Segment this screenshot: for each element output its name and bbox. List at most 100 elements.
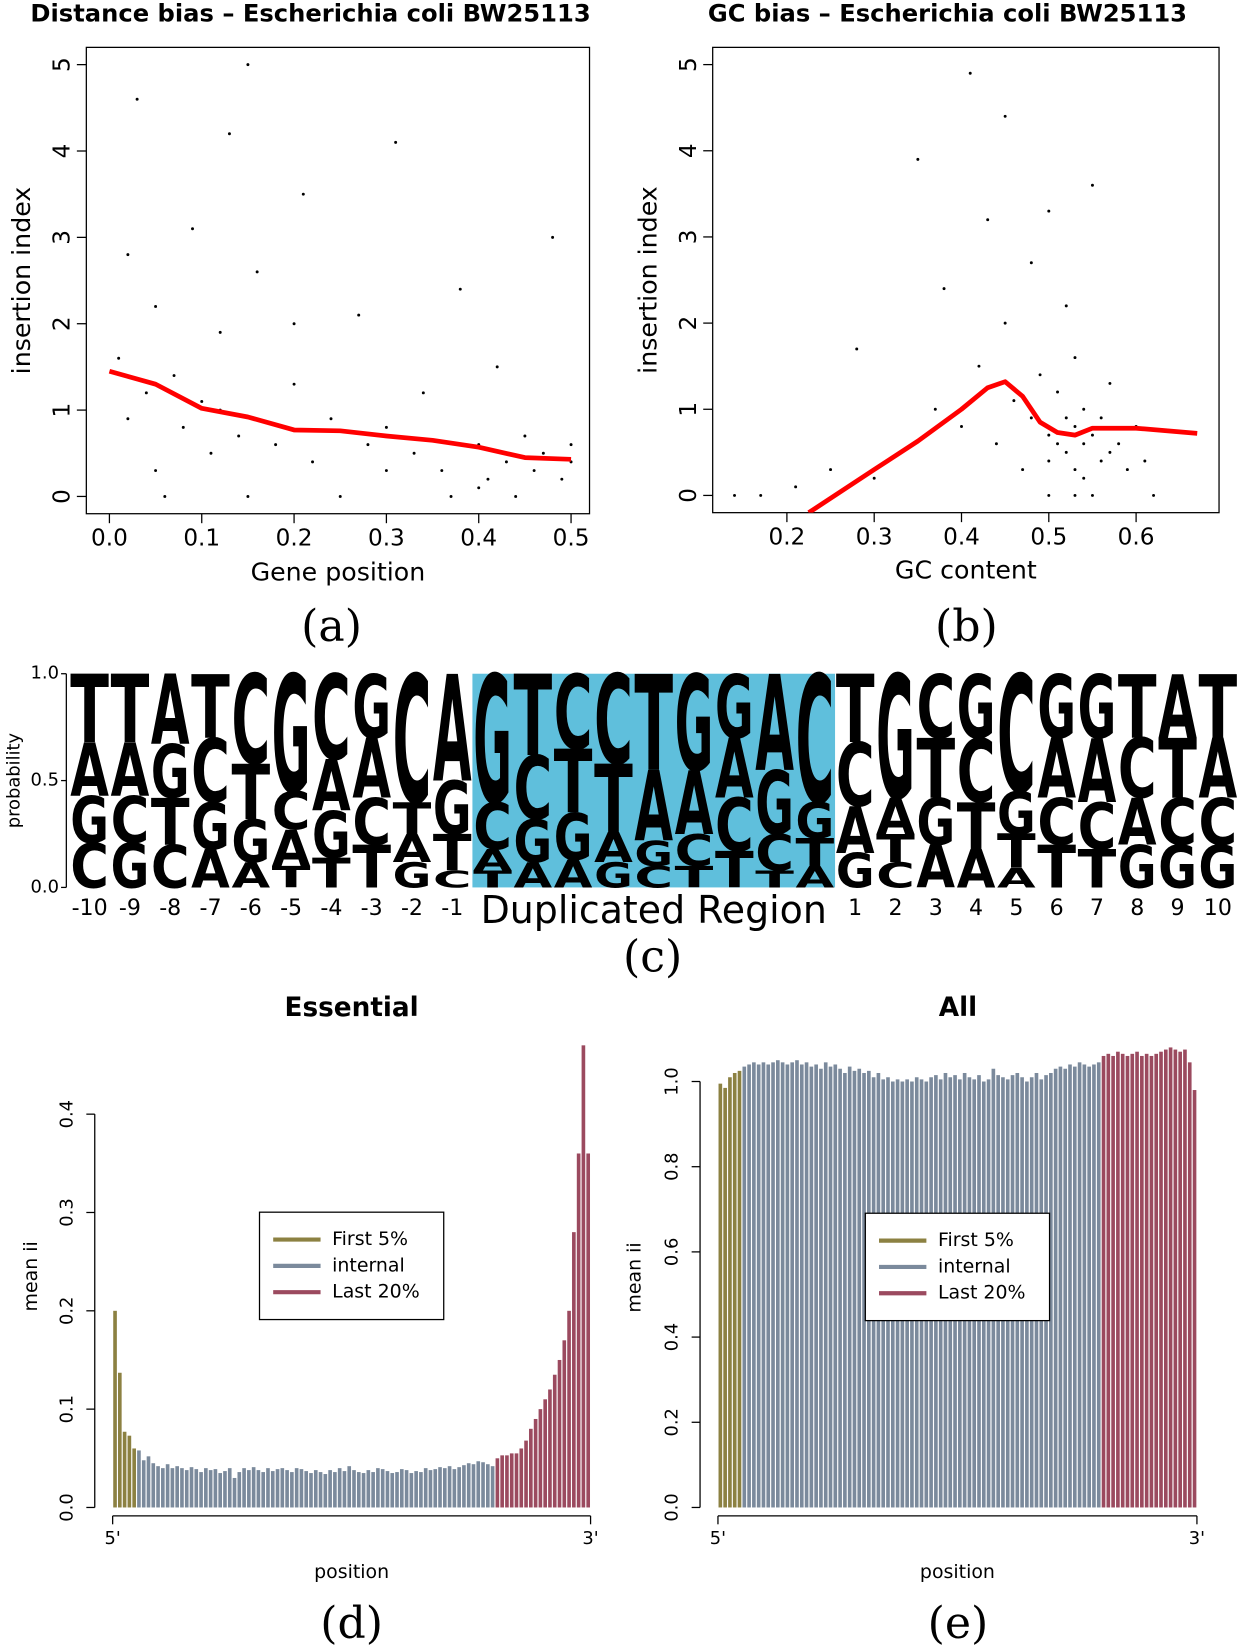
logo-letter: C	[755, 824, 794, 882]
bar	[189, 1467, 194, 1508]
logo-letter: A	[836, 794, 875, 869]
bar	[165, 1464, 170, 1508]
bar	[862, 1072, 866, 1508]
bar	[419, 1472, 423, 1508]
logo-letter: T	[957, 790, 996, 865]
scatter-point	[154, 304, 158, 308]
bar	[118, 1372, 122, 1508]
scatter-point	[794, 485, 798, 489]
logo-letter: G	[957, 656, 996, 759]
scatter-point	[1090, 433, 1094, 437]
scatter-point	[1064, 304, 1068, 308]
logo-letter: A	[715, 723, 754, 818]
bar	[737, 1070, 742, 1508]
bar	[151, 1463, 156, 1508]
scatter-point	[1082, 476, 1086, 480]
logo-letter: G	[796, 792, 835, 850]
logo-letter: G	[352, 656, 391, 759]
x-axis-label: Gene position	[251, 558, 426, 587]
bar	[481, 1462, 485, 1508]
bar	[500, 1455, 504, 1508]
logo-letter: C	[312, 650, 351, 787]
scatter-point	[1029, 261, 1033, 265]
scatter-point	[209, 451, 213, 455]
bar	[361, 1473, 366, 1508]
bar	[1173, 1049, 1178, 1508]
logo-letter: T	[755, 865, 794, 893]
scatter-point	[117, 356, 121, 360]
bar	[1058, 1066, 1063, 1508]
logo-letter: G	[594, 855, 633, 896]
bar	[342, 1471, 347, 1508]
bar	[776, 1060, 780, 1508]
bar	[280, 1468, 285, 1508]
scatter-point	[1038, 373, 1042, 377]
scatter-point	[1143, 459, 1147, 463]
bar	[433, 1469, 438, 1508]
logo-letter: C	[916, 656, 955, 759]
logo-letter: A	[755, 649, 794, 802]
scatter-point	[532, 469, 536, 473]
logo-letter: C	[634, 860, 673, 894]
bar	[1183, 1049, 1187, 1508]
scatter-point	[1029, 416, 1033, 420]
logo-letter: G	[1198, 833, 1237, 901]
bar	[1063, 1068, 1068, 1508]
chart-title: Distance bias – Escherichia coli BW25113	[30, 0, 590, 28]
bar	[223, 1471, 227, 1508]
y-tick-label: 3	[50, 230, 76, 245]
plot-frame	[85, 46, 591, 515]
logo-letter: A	[312, 745, 351, 827]
scatter-point	[569, 443, 573, 447]
panel-label: (e)	[928, 1598, 989, 1649]
bar	[146, 1456, 151, 1508]
logo-letter: G	[473, 640, 512, 844]
bar	[414, 1471, 418, 1508]
bar	[809, 1066, 814, 1508]
bar	[804, 1062, 809, 1508]
scatter-point	[1064, 416, 1068, 420]
scatter-point	[1021, 468, 1025, 472]
bar	[122, 1431, 127, 1508]
logo-letter: C	[836, 724, 875, 827]
bar	[462, 1465, 466, 1508]
scatter-point	[144, 391, 148, 395]
scatter-point	[1090, 183, 1094, 187]
logo-letter: G	[272, 642, 311, 829]
x-tick-label: 0.4	[460, 525, 497, 551]
bar	[328, 1470, 332, 1508]
logo-letter: A	[675, 752, 714, 855]
bar	[771, 1062, 775, 1508]
bar	[476, 1461, 481, 1508]
x-tick-label: -1	[441, 895, 463, 921]
bar	[1144, 1053, 1149, 1508]
logo-letter: C	[70, 831, 109, 902]
bar	[1187, 1062, 1192, 1508]
scatter-point	[1117, 442, 1121, 446]
logo-letter: T	[1158, 723, 1197, 818]
bar	[780, 1062, 785, 1508]
panel-label: (b)	[935, 601, 998, 652]
scatter-point	[560, 477, 564, 481]
logo-letter: C	[1037, 786, 1076, 861]
scatter-point	[1090, 493, 1094, 497]
bar	[823, 1062, 828, 1508]
logo-letter: G	[151, 731, 190, 816]
scatter-point	[1012, 399, 1016, 403]
bar	[847, 1066, 852, 1508]
logo-letter: G	[231, 808, 270, 876]
bar	[828, 1066, 833, 1508]
y-tick-label: 0.0	[31, 876, 59, 897]
bar	[1101, 1055, 1106, 1508]
scatter-point	[338, 494, 342, 498]
x-tick-label: 2	[888, 895, 902, 921]
bar	[333, 1472, 337, 1508]
bar	[1092, 1064, 1096, 1508]
logo-letter: A	[1118, 786, 1157, 861]
legend-label: Last 20%	[332, 1281, 420, 1303]
chart-title: Essential	[285, 993, 419, 1023]
scatter-point	[551, 235, 555, 239]
y-tick-label: 0.0	[56, 1493, 77, 1521]
logo-letter: G	[634, 834, 673, 875]
bar	[1130, 1053, 1135, 1508]
